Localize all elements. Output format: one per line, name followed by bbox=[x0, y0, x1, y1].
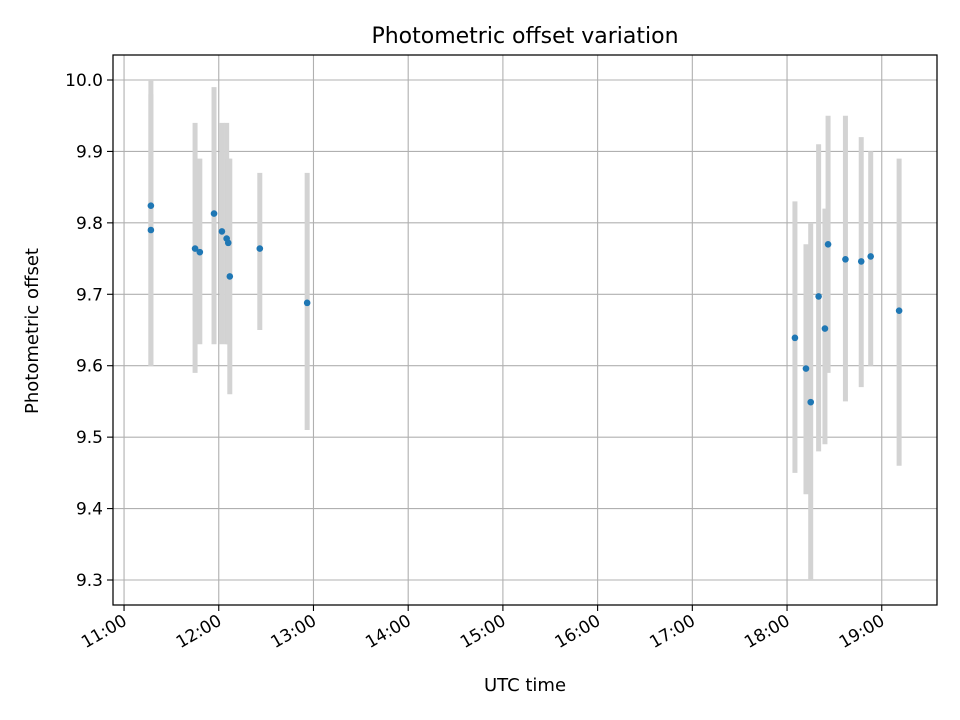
grid-layer bbox=[113, 55, 937, 605]
data-point bbox=[218, 228, 226, 235]
data-point bbox=[807, 398, 815, 406]
data-point bbox=[224, 239, 232, 247]
data-point bbox=[857, 258, 865, 265]
x-tick-label: 15:00 bbox=[457, 611, 509, 653]
tick-layer: 11:00 12:00 13:00 14:00 15:00 16:00 17:00 18:00… bbox=[65, 71, 888, 653]
y-tick-label: 9.8 bbox=[76, 214, 103, 234]
y-tick-label: 10.0 bbox=[65, 71, 103, 91]
data-point bbox=[821, 325, 829, 332]
x-tick-label: 11:00 bbox=[78, 611, 130, 653]
data-point bbox=[791, 334, 799, 342]
data-point bbox=[815, 293, 822, 300]
y-axis-label: Photometric offset bbox=[22, 248, 43, 414]
y-tick-label: 9.7 bbox=[76, 285, 103, 305]
x-tick-label: 13:00 bbox=[268, 611, 320, 653]
data-point bbox=[256, 245, 264, 252]
data-point bbox=[867, 253, 875, 260]
x-tick-label: 12:00 bbox=[173, 611, 225, 653]
data-point bbox=[226, 273, 234, 280]
x-tick-label: 19:00 bbox=[836, 611, 888, 653]
x-tick-label: 18:00 bbox=[741, 611, 793, 653]
x-tick-label: 17:00 bbox=[646, 611, 698, 653]
data-point bbox=[303, 299, 311, 307]
data-point bbox=[824, 240, 832, 248]
data-point bbox=[895, 307, 903, 315]
y-tick-label: 9.9 bbox=[76, 142, 103, 162]
y-tick-label: 9.5 bbox=[76, 428, 103, 448]
x-tick-label: 14:00 bbox=[362, 611, 414, 653]
data-point bbox=[191, 245, 199, 252]
point-layer bbox=[147, 202, 903, 406]
y-tick-label: 9.6 bbox=[76, 357, 103, 377]
data-point bbox=[802, 365, 810, 372]
x-tick-label: 16:00 bbox=[552, 611, 604, 653]
chart-title: Photometric offset variation bbox=[371, 24, 678, 49]
plot-frame bbox=[112, 54, 938, 606]
data-point bbox=[147, 202, 155, 210]
y-tick-label: 9.3 bbox=[76, 571, 103, 591]
data-point bbox=[147, 226, 155, 234]
x-axis-label: UTC time bbox=[484, 675, 566, 696]
data-point bbox=[196, 248, 204, 256]
data-point bbox=[210, 210, 218, 217]
data-point bbox=[842, 255, 849, 263]
y-tick-label: 9.4 bbox=[76, 500, 103, 520]
